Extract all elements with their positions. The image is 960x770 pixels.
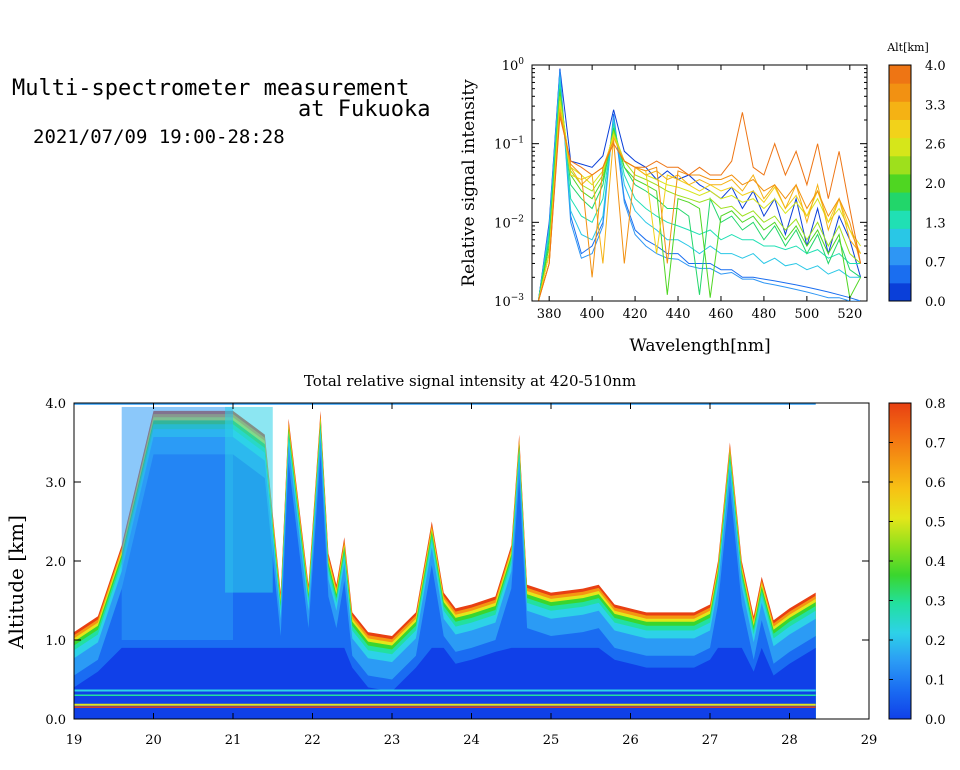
altitude-colorbar-band xyxy=(889,101,911,120)
heatmap-x-tick-label: 19 xyxy=(66,733,83,748)
altitude-colorbar-band xyxy=(889,228,911,248)
intensity-colorbar-tick-label: 0.4 xyxy=(925,555,946,570)
heatmap-y-axis-label: Altitude [km] xyxy=(4,515,28,650)
altitude-colorbar-band xyxy=(889,246,911,266)
altitude-colorbar-band xyxy=(889,83,911,102)
spectrum-series-line-6 xyxy=(537,92,862,301)
heatmap-early-background xyxy=(121,406,233,640)
altitude-colorbar-label: Alt[km] xyxy=(886,41,929,54)
spectrum-series-line-7 xyxy=(537,96,861,301)
altitude-colorbar-band xyxy=(889,155,911,175)
heatmap-y-ticks: 0.0 1.0 2.0 3.0 4.0 xyxy=(45,397,869,728)
intensity-colorbar-tick-label: 0.7 xyxy=(925,437,946,452)
altitude-colorbar-tick-label: 2.6 xyxy=(925,138,946,153)
heatmap-x-tick-label: 28 xyxy=(781,733,798,748)
spectrum-x-tick-label: 500 xyxy=(794,307,819,322)
spectrum-series-group xyxy=(537,68,862,301)
heatmap-y-tick-label: 3.0 xyxy=(45,476,66,491)
altitude-colorbar-tick-label: 3.3 xyxy=(925,98,946,113)
spectrum-series-line-2 xyxy=(537,70,861,301)
spectrum-y-tick-label: 10−2 xyxy=(494,214,524,231)
spectrum-x-tick-label: 480 xyxy=(752,307,777,322)
heatmap-y-tick-label: 4.0 xyxy=(45,397,66,412)
altitude-colorbar-tick-label: 4.0 xyxy=(925,59,946,74)
heatmap-y-tick-label: 0.0 xyxy=(45,713,66,728)
altitude-colorbar-band xyxy=(889,173,911,193)
altitude-colorbar-band xyxy=(889,65,911,84)
altitude-colorbar-band xyxy=(889,264,911,284)
heatmap-y-tick-label: 1.0 xyxy=(45,634,66,649)
altitude-colorbar-tick-label: 2.0 xyxy=(925,177,946,192)
intensity-colorbar-tick-label: 0.3 xyxy=(925,595,946,610)
spectrum-x-tick-label: 420 xyxy=(623,307,648,322)
intensity-colorbar-tick-label: 0.8 xyxy=(925,397,946,412)
heatmap-x-tick-label: 26 xyxy=(622,733,639,748)
altitude-colorbar-tick-label: 1.3 xyxy=(925,216,946,231)
intensity-colorbar-tick-label: 0.6 xyxy=(925,476,946,491)
spectrum-panel: 380 400 420 440 460 480 500 520 10−3 10−2 10−1 100… xyxy=(459,41,946,356)
spectrum-plot-frame xyxy=(531,64,868,302)
altitude-colorbar-band xyxy=(889,192,911,211)
spectrum-y-tick-label: 10−1 xyxy=(494,136,524,153)
heatmap-x-tick-label: 23 xyxy=(384,733,401,748)
altitude-colorbar-frame xyxy=(888,64,912,302)
heatmap-x-tick-label: 29 xyxy=(861,733,878,748)
measurement-datetime: 2021/07/09 19:00-28:28 xyxy=(33,126,285,148)
heatmap-early-background-2 xyxy=(225,406,273,593)
altitude-colorbar-band xyxy=(889,282,911,302)
spectrum-x-tick-label: 380 xyxy=(537,307,562,322)
intensity-colorbar-tick-label: 0.2 xyxy=(925,634,946,649)
spectrum-y-tick-label: 10−3 xyxy=(494,293,524,310)
heatmap-x-tick-label: 24 xyxy=(463,733,480,748)
spectrum-series-line-3 xyxy=(537,77,861,301)
spectrum-x-tick-label: 440 xyxy=(666,307,691,322)
intensity-colorbar-tick-label: 0.1 xyxy=(925,674,946,689)
intensity-colorbar: 0.0 0.1 0.2 0.3 0.4 0.5 0.6 0.7 0.8 xyxy=(888,397,946,728)
heatmap-x-ticks: 19 20 21 22 23 24 25 26 27 28 29 xyxy=(66,403,878,748)
altitude-colorbar: 4.0 3.3 2.6 2.0 1.3 0.7 0.0 xyxy=(888,59,946,310)
altitude-colorbar-band xyxy=(889,210,911,229)
spectrum-series-line-12 xyxy=(537,112,862,301)
spectrum-series-line-11 xyxy=(537,112,862,301)
heatmap-x-tick-label: 22 xyxy=(304,733,321,748)
spectrum-x-tick-label: 460 xyxy=(709,307,734,322)
spectrum-x-ticks: 380 400 420 440 460 480 500 520 xyxy=(537,65,862,322)
altitude-colorbar-band xyxy=(889,119,911,139)
heatmap-y-tick-label: 2.0 xyxy=(45,555,66,570)
spectrum-y-tick-label: 100 xyxy=(502,57,525,74)
figure-title-line2: at Fukuoka xyxy=(298,97,431,122)
intensity-colorbar-tick-label: 0.0 xyxy=(925,713,946,728)
spectrum-series-line-5 xyxy=(537,88,861,301)
altitude-colorbar-tick-label: 0.7 xyxy=(925,256,946,271)
intensity-colorbar-tick-label: 0.5 xyxy=(925,516,946,531)
spectrum-x-axis-label: Wavelength[nm] xyxy=(629,336,770,356)
altitude-colorbar-band xyxy=(889,137,911,157)
spectrum-y-ticks: 10−3 10−2 10−1 100 xyxy=(494,57,867,310)
heatmap-title: Total relative signal intensity at 420-5… xyxy=(304,372,636,390)
heatmap-x-tick-label: 27 xyxy=(702,733,719,748)
heatmap-x-tick-label: 20 xyxy=(145,733,162,748)
spectrum-x-tick-label: 520 xyxy=(837,307,862,322)
figure-title-line1: Multi-spectrometer measurement xyxy=(12,76,410,101)
heatmap-x-tick-label: 21 xyxy=(225,733,242,748)
heatmap-low-intensity-core xyxy=(74,647,816,719)
heatmap-body xyxy=(74,403,816,719)
heatmap-x-tick-label: 25 xyxy=(543,733,560,748)
altitude-colorbar-tick-label: 0.0 xyxy=(925,295,946,310)
heatmap-panel: Total relative signal intensity at 420-5… xyxy=(4,372,946,748)
spectrum-y-axis-label: Relative signal intensity xyxy=(459,79,479,287)
spectrum-x-tick-label: 400 xyxy=(580,307,605,322)
intensity-colorbar-gradient xyxy=(889,403,911,719)
spectrum-series-line-1 xyxy=(537,70,861,301)
